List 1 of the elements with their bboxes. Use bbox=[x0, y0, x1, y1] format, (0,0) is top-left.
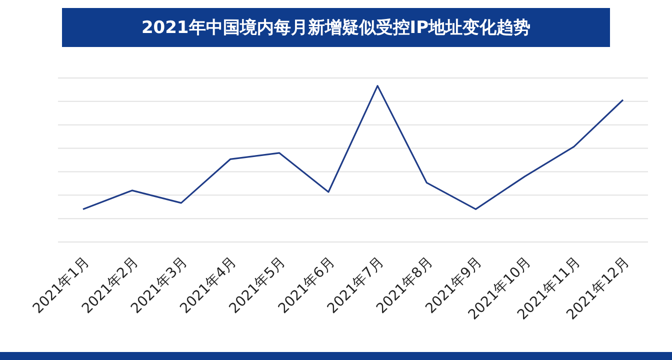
chart-title: 2021年中国境内每月新增疑似受控IP地址变化趋势 bbox=[62, 8, 610, 47]
